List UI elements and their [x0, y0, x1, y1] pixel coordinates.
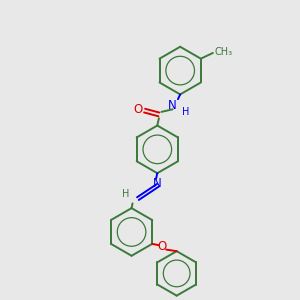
Text: CH₃: CH₃	[214, 47, 232, 57]
Text: H: H	[182, 107, 190, 117]
Text: O: O	[134, 103, 143, 116]
Text: O: O	[158, 240, 167, 253]
Text: N: N	[153, 178, 162, 190]
Text: N: N	[168, 99, 176, 112]
Text: H: H	[122, 189, 129, 199]
